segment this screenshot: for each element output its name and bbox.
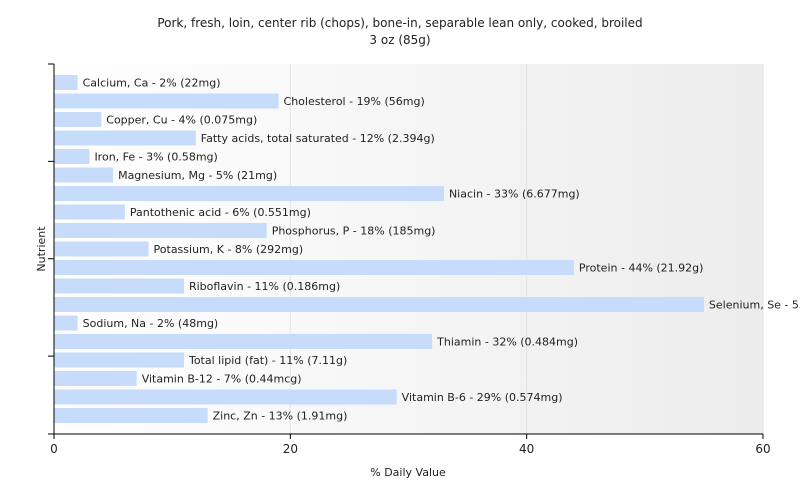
- bar-label-10: Protein - 44% (21.92g): [579, 262, 704, 275]
- bar-6: [54, 186, 444, 201]
- bar-18: [54, 408, 208, 423]
- bar-5: [54, 167, 114, 183]
- x-tick-label-40: 40: [519, 442, 534, 456]
- x-tick-label-20: 20: [283, 442, 298, 456]
- axes: 0 20 40 60: [48, 63, 771, 456]
- bar-16: [54, 371, 137, 386]
- bar-9: [54, 241, 149, 257]
- bar-label-13: Sodium, Na - 2% (48mg): [83, 317, 219, 330]
- bar-17: [54, 389, 397, 405]
- bar-label-8: Phosphorus, P - 18% (185mg): [272, 225, 436, 238]
- bar-4: [54, 149, 90, 164]
- x-tick-label-0: 0: [50, 442, 58, 456]
- bar-label-3: Fatty acids, total saturated - 12% (2.39…: [201, 132, 435, 145]
- bar-label-1: Cholesterol - 19% (56mg): [284, 95, 425, 108]
- bar-label-12: Selenium, Se - 55% (38.6mcg): [709, 299, 800, 312]
- bar-13: [54, 315, 78, 331]
- bar-label-15: Total lipid (fat) - 11% (7.11g): [188, 354, 347, 367]
- bar-label-7: Pantothenic acid - 6% (0.551mg): [130, 206, 311, 219]
- bar-0: [54, 75, 78, 90]
- bar-12: [54, 297, 704, 312]
- bar-label-16: Vitamin B-12 - 7% (0.44mcg): [142, 373, 302, 386]
- plot-area: [54, 64, 763, 434]
- bar-label-6: Niacin - 33% (6.677mg): [449, 188, 580, 201]
- bar-14: [54, 334, 433, 349]
- bar-label-17: Vitamin B-6 - 29% (0.574mg): [402, 391, 563, 404]
- bar-11: [54, 278, 184, 294]
- chart-title: Pork, fresh, loin, center rib (chops), b…: [157, 16, 642, 30]
- bar-label-5: Magnesium, Mg - 5% (21mg): [118, 169, 277, 182]
- bar-label-0: Calcium, Ca - 2% (22mg): [83, 77, 221, 90]
- x-tick-label-60: 60: [755, 442, 770, 456]
- bar-label-4: Iron, Fe - 3% (0.58mg): [94, 151, 217, 164]
- bar-1: [54, 93, 279, 109]
- chart-subtitle: 3 oz (85g): [369, 33, 430, 47]
- bar-3: [54, 130, 196, 146]
- bar-7: [54, 204, 125, 220]
- y-axis-label: Nutrient: [35, 226, 48, 272]
- bar-label-18: Zinc, Zn - 13% (1.91mg): [213, 410, 348, 423]
- bar-label-14: Thiamin - 32% (0.484mg): [436, 336, 578, 349]
- bar-label-11: Riboflavin - 11% (0.186mg): [189, 280, 340, 293]
- bar-15: [54, 352, 184, 368]
- bar-10: [54, 260, 574, 275]
- bar-label-9: Potassium, K - 8% (292mg): [154, 243, 304, 256]
- bars: Calcium, Ca - 2% (22mg) Cholesterol - 19%…: [54, 75, 800, 423]
- bar-8: [54, 223, 267, 238]
- bar-label-2: Copper, Cu - 4% (0.075mg): [106, 114, 257, 127]
- x-axis-label: % Daily Value: [370, 466, 446, 479]
- grid-lines: [289, 64, 764, 434]
- bar-2: [54, 112, 102, 127]
